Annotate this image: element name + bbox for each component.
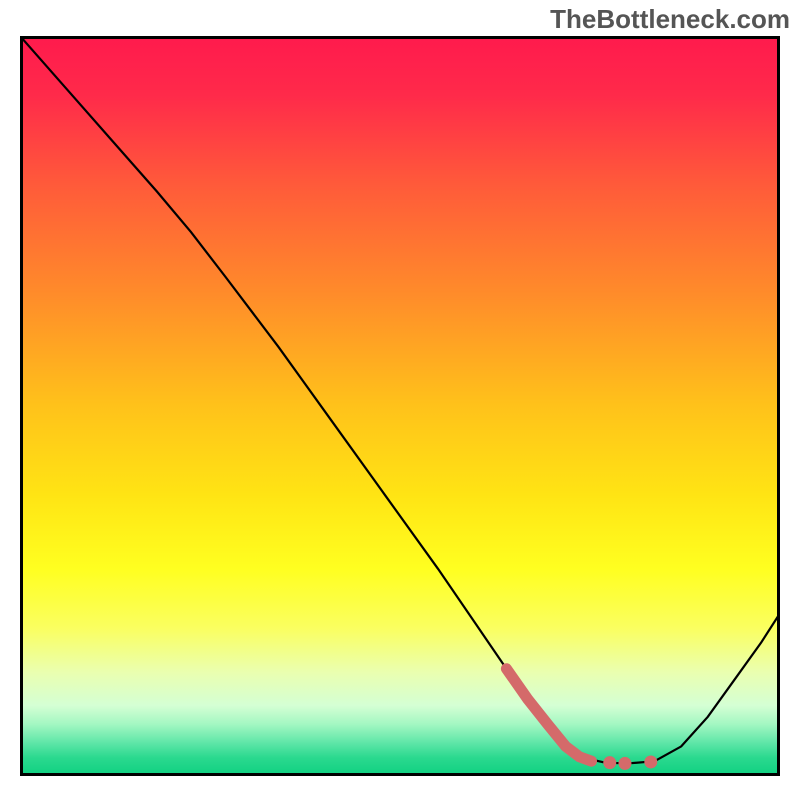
bottleneck-curve: [20, 36, 780, 763]
highlight-segment: [506, 669, 591, 762]
chart-container: { "watermark": "TheBottleneck.com", "lay…: [0, 0, 800, 800]
chart-lines-layer: [20, 36, 780, 776]
watermark-text: TheBottleneck.com: [550, 4, 790, 35]
highlight-dots: [603, 755, 657, 769]
